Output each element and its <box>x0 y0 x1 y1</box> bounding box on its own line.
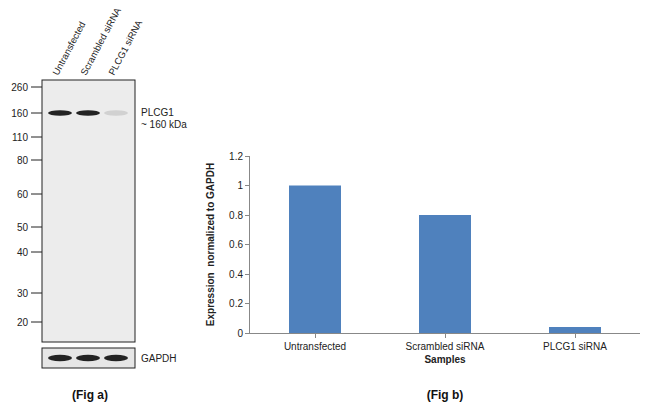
svg-text:Scrambled siRNA: Scrambled siRNA <box>78 5 123 77</box>
svg-text:1.2: 1.2 <box>229 151 243 162</box>
svg-text:160: 160 <box>11 108 28 119</box>
svg-text:GAPDH: GAPDH <box>141 353 177 364</box>
svg-text:50: 50 <box>17 222 29 233</box>
svg-text:1: 1 <box>237 180 243 191</box>
svg-text:Expression normalized to GAPD: Expression normalized to GAPDH <box>205 163 216 326</box>
svg-text:0.6: 0.6 <box>229 239 243 250</box>
svg-text:0: 0 <box>237 328 243 339</box>
svg-text:0.8: 0.8 <box>229 210 243 221</box>
svg-text:PLCG1 siRNA: PLCG1 siRNA <box>543 341 607 352</box>
svg-text:60: 60 <box>17 189 29 200</box>
svg-text:Untransfected: Untransfected <box>284 341 346 352</box>
svg-text:0.2: 0.2 <box>229 298 243 309</box>
svg-text:30: 30 <box>17 288 29 299</box>
svg-text:80: 80 <box>17 155 29 166</box>
svg-text:110: 110 <box>12 132 28 143</box>
svg-text:PLCG1 siRNA: PLCG1 siRNA <box>106 18 145 77</box>
svg-text:Scrambled siRNA: Scrambled siRNA <box>406 341 485 352</box>
svg-text:260: 260 <box>11 82 28 93</box>
svg-text:PLCG1: PLCG1 <box>141 107 174 118</box>
svg-text:~ 160 kDa: ~ 160 kDa <box>141 119 187 130</box>
svg-text:(Fig b): (Fig b) <box>427 388 464 402</box>
svg-text:0.4: 0.4 <box>229 269 243 280</box>
svg-text:20: 20 <box>17 317 29 328</box>
svg-text:(Fig a): (Fig a) <box>72 388 108 402</box>
svg-text:Samples: Samples <box>424 354 466 365</box>
svg-text:40: 40 <box>17 247 29 258</box>
svg-text:Untransfected: Untransfected <box>50 19 88 77</box>
